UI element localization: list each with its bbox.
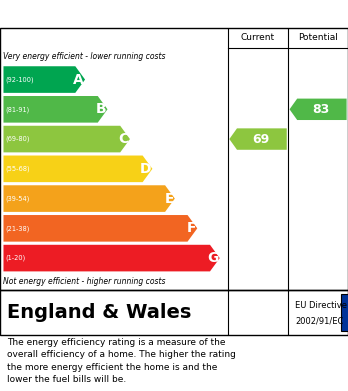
Polygon shape bbox=[290, 99, 347, 120]
Text: England & Wales: England & Wales bbox=[7, 303, 191, 322]
Text: 2002/91/EC: 2002/91/EC bbox=[295, 316, 343, 325]
Text: E: E bbox=[164, 192, 174, 206]
Text: F: F bbox=[187, 221, 196, 235]
Text: Potential: Potential bbox=[298, 33, 338, 42]
Polygon shape bbox=[3, 245, 220, 271]
Text: (55-68): (55-68) bbox=[5, 165, 30, 172]
Text: (69-80): (69-80) bbox=[5, 136, 30, 142]
Text: (21-38): (21-38) bbox=[5, 225, 30, 231]
Text: Current: Current bbox=[241, 33, 275, 42]
Bar bbox=[341, 294, 348, 332]
Text: Very energy efficient - lower running costs: Very energy efficient - lower running co… bbox=[3, 52, 166, 61]
Polygon shape bbox=[3, 156, 152, 182]
Text: EU Directive: EU Directive bbox=[295, 301, 347, 310]
Polygon shape bbox=[3, 126, 130, 152]
Text: The energy efficiency rating is a measure of the
overall efficiency of a home. T: The energy efficiency rating is a measur… bbox=[7, 338, 236, 384]
Text: (39-54): (39-54) bbox=[5, 196, 30, 202]
Polygon shape bbox=[3, 215, 197, 242]
Text: G: G bbox=[207, 251, 219, 265]
Text: Energy Efficiency Rating: Energy Efficiency Rating bbox=[69, 7, 279, 22]
Text: 83: 83 bbox=[312, 103, 330, 116]
Polygon shape bbox=[3, 96, 108, 123]
Polygon shape bbox=[229, 128, 287, 150]
Text: C: C bbox=[119, 132, 129, 146]
Text: (81-91): (81-91) bbox=[5, 106, 30, 113]
Text: (92-100): (92-100) bbox=[5, 76, 34, 83]
Polygon shape bbox=[3, 66, 85, 93]
Text: (1-20): (1-20) bbox=[5, 255, 25, 261]
Polygon shape bbox=[3, 185, 175, 212]
Text: A: A bbox=[73, 73, 84, 86]
Text: Not energy efficient - higher running costs: Not energy efficient - higher running co… bbox=[3, 277, 166, 286]
Text: 69: 69 bbox=[252, 133, 269, 145]
Text: D: D bbox=[140, 162, 151, 176]
Text: B: B bbox=[96, 102, 106, 116]
